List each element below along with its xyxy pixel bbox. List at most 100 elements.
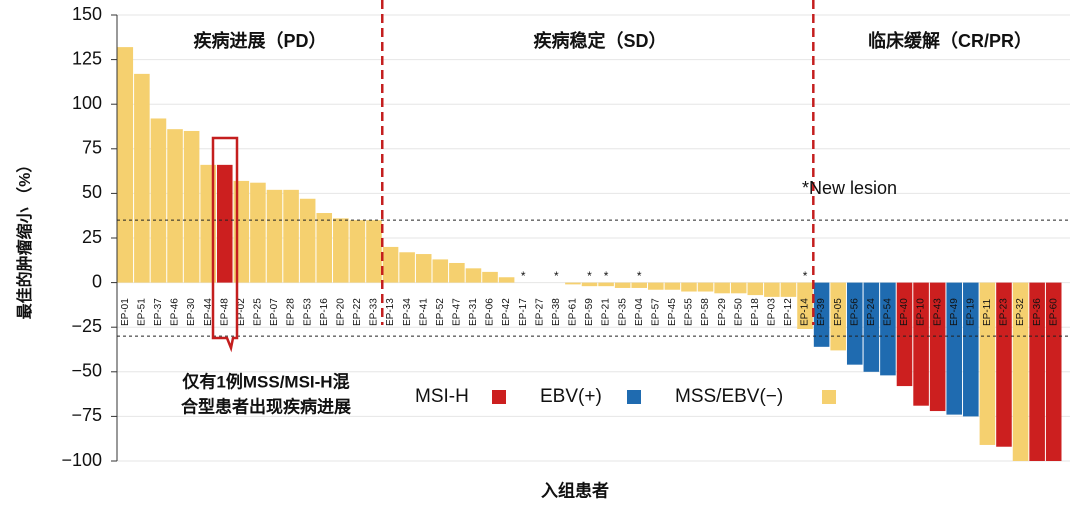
x-tick-label: EP-22	[352, 298, 363, 326]
bar	[813, 282, 830, 347]
y-tick-label: 150	[72, 4, 102, 24]
x-tick-label: EP-34	[402, 298, 413, 326]
bar	[581, 282, 598, 287]
bar	[432, 259, 449, 283]
x-tick-label: EP-41	[418, 298, 429, 326]
legend-swatch	[492, 390, 506, 404]
x-tick-label: EP-32	[1015, 298, 1026, 326]
bar	[349, 220, 366, 283]
x-tick-label: EP-59	[584, 298, 595, 326]
x-tick-label: EP-36	[1032, 298, 1043, 326]
x-tick-label: EP-51	[137, 298, 148, 326]
bar	[681, 282, 697, 292]
new-lesion-marker: *	[604, 269, 609, 283]
bar	[863, 282, 880, 372]
x-tick-label: EP-52	[435, 298, 446, 326]
x-tick-label: EP-21	[601, 298, 612, 326]
x-tick-label: EP-38	[551, 298, 562, 326]
y-tick-label: 50	[82, 182, 102, 202]
x-tick-label: EP-37	[153, 298, 164, 326]
x-tick-label: EP-44	[203, 298, 214, 326]
bar	[747, 282, 764, 296]
bar	[415, 254, 432, 283]
x-tick-label: EP-35	[617, 298, 628, 326]
bar	[250, 182, 266, 283]
x-tick-label: EP-05	[833, 298, 844, 326]
x-tick-label: EP-11	[982, 299, 993, 326]
x-tick-label: EP-14	[800, 298, 811, 326]
bar	[830, 282, 846, 351]
bar	[167, 129, 183, 283]
bar	[482, 271, 498, 283]
bar	[366, 220, 382, 283]
x-tick-label: EP-25	[253, 298, 264, 326]
bar	[382, 246, 399, 283]
callout-box	[211, 136, 239, 353]
bar	[1012, 282, 1029, 461]
x-tick-label: EP-03	[767, 298, 778, 326]
bar	[1029, 282, 1045, 461]
bar	[598, 282, 614, 287]
new-lesion-marker: *	[521, 269, 526, 283]
bar	[996, 282, 1012, 447]
bar	[283, 189, 299, 283]
y-tick-label: 75	[82, 138, 102, 158]
region-label: 疾病进展（PD）	[193, 30, 326, 51]
x-tick-label: EP-47	[452, 298, 463, 326]
x-tick-label: EP-33	[369, 298, 380, 326]
bar	[929, 282, 946, 412]
x-tick-label: EP-12	[783, 298, 794, 326]
x-tick-label: EP-40	[899, 298, 910, 326]
x-tick-label: EP-42	[501, 298, 512, 326]
x-tick-label: EP-17	[518, 298, 529, 326]
callout-text: 合型患者出现疾病进展	[181, 396, 351, 416]
y-tick-label: −75	[71, 405, 102, 425]
x-tick-label: EP-45	[667, 298, 678, 326]
bar	[963, 282, 979, 417]
x-tick-label: EP-49	[949, 298, 960, 326]
legend-label: MSI-H	[415, 386, 469, 407]
x-tick-label: EP-30	[186, 298, 197, 326]
x-tick-label: EP-27	[534, 298, 545, 326]
x-tick-label: EP-18	[750, 298, 761, 326]
x-tick-label: EP-23	[999, 298, 1010, 326]
bar	[880, 282, 896, 376]
legend-label: EBV(+)	[540, 386, 602, 407]
x-tick-label: EP-56	[849, 298, 860, 326]
callout-text: 仅有1例MSS/MSI-H混	[181, 371, 349, 391]
region-label: 临床缓解（CR/PR）	[868, 30, 1032, 51]
new-lesion-marker: *	[803, 269, 808, 283]
x-tick-label: EP-20	[335, 298, 346, 326]
x-tick-label: EP-60	[1048, 298, 1059, 326]
bar	[565, 282, 581, 285]
legend-swatch	[822, 390, 836, 404]
bar	[465, 268, 482, 283]
annotation: *New lesion	[802, 178, 897, 198]
bar	[764, 282, 780, 297]
bar	[266, 189, 283, 283]
bar	[150, 118, 167, 283]
region-label: 疾病稳定（SD）	[533, 30, 666, 51]
bar	[333, 218, 349, 283]
bar	[913, 282, 929, 406]
x-axis-label: 入组患者	[541, 480, 609, 500]
x-tick-label: EP-48	[219, 298, 230, 326]
legend-swatch	[627, 390, 641, 404]
y-tick-label: −50	[71, 361, 102, 381]
bar	[714, 282, 730, 294]
bar	[399, 252, 415, 283]
y-axis-label: 最佳的肿瘤缩小 （%）	[15, 157, 34, 320]
bar	[648, 282, 664, 290]
y-tick-label: −25	[71, 316, 102, 336]
x-tick-label: EP-01	[120, 298, 131, 326]
x-tick-label: EP-43	[932, 298, 943, 326]
bar	[316, 213, 333, 283]
bar	[664, 282, 681, 290]
bar	[216, 164, 233, 283]
x-tick-label: EP-54	[883, 298, 894, 326]
x-tick-label: EP-57	[650, 298, 661, 326]
x-tick-label: EP-58	[700, 298, 711, 326]
x-tick-label: EP-10	[916, 298, 927, 326]
bar	[631, 282, 648, 288]
